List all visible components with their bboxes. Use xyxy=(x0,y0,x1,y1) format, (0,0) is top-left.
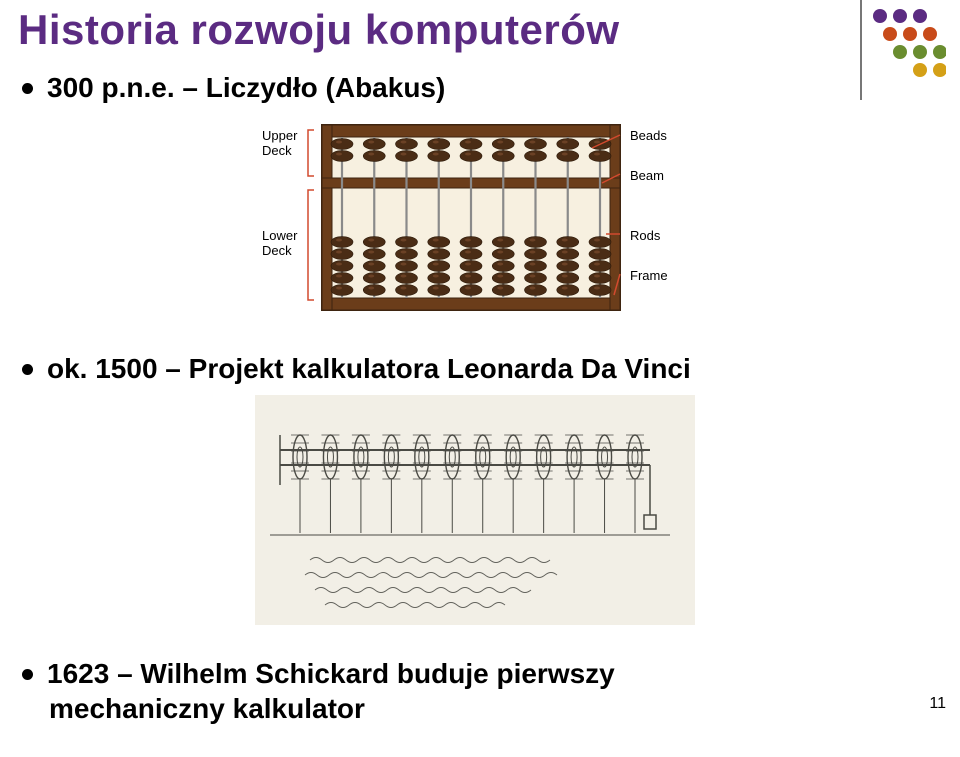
abacus-figure: Upper Deck Lower Deck Beads Beam Rods Fr… xyxy=(262,120,682,330)
abacus-label-rods: Rods xyxy=(630,228,660,243)
bullet-1: 300 p.n.e. – Liczydło (Abakus) xyxy=(22,72,445,104)
davinci-svg xyxy=(255,395,695,625)
bullet-dot-icon xyxy=(22,83,33,94)
abacus-label-upper: Upper Deck xyxy=(262,128,297,158)
decoration-dots xyxy=(866,4,946,84)
bullet-dot-icon xyxy=(22,364,33,375)
bullet-1-text: 300 p.n.e. – Liczydło (Abakus) xyxy=(47,72,445,104)
page-number: 11 xyxy=(929,695,946,713)
slide-title: Historia rozwoju komputerów xyxy=(18,6,620,54)
bullet-dot-icon xyxy=(22,669,33,680)
bullet-3-cont: mechaniczny kalkulator xyxy=(49,693,365,725)
decoration-vline xyxy=(860,0,862,100)
abacus-svg xyxy=(262,120,682,330)
abacus-label-beam: Beam xyxy=(630,168,664,183)
davinci-figure xyxy=(255,395,695,625)
bullet-3-text: 1623 – Wilhelm Schickard buduje pierwszy xyxy=(47,658,615,690)
bullet-3: 1623 – Wilhelm Schickard buduje pierwszy xyxy=(22,658,615,690)
abacus-label-beads: Beads xyxy=(630,128,667,143)
abacus-label-lower: Lower Deck xyxy=(262,228,297,258)
bullet-2-text: ok. 1500 – Projekt kalkulatora Leonarda … xyxy=(47,353,691,385)
slide: Historia rozwoju komputerów 300 p.n.e. –… xyxy=(0,0,960,757)
bullet-2: ok. 1500 – Projekt kalkulatora Leonarda … xyxy=(22,353,691,385)
abacus-label-frame: Frame xyxy=(630,268,668,283)
